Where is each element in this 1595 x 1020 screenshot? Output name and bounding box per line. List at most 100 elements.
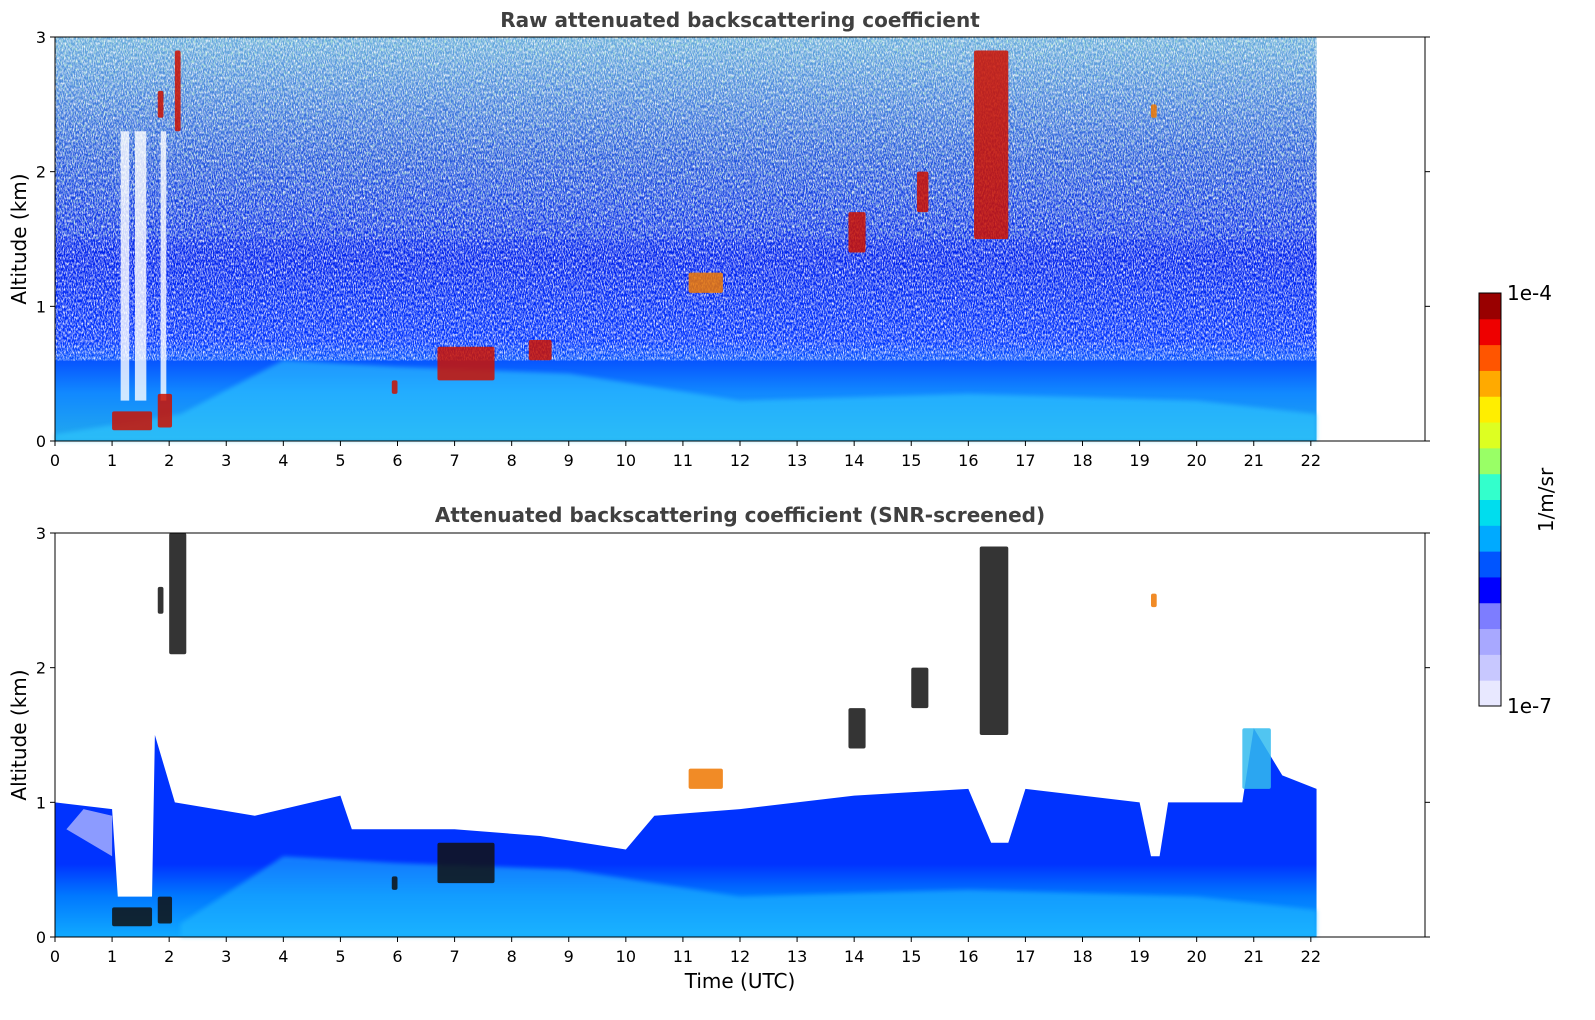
x-tick-label: 9	[564, 451, 574, 470]
x-tick-label: 13	[787, 451, 807, 470]
colorbar-step	[1479, 293, 1501, 320]
colorbar-step	[1479, 370, 1501, 397]
x-tick-label: 21	[1244, 451, 1264, 470]
raw-y-axis-label: Altitude (km)	[7, 173, 31, 304]
x-tick-label: 22	[1301, 451, 1321, 470]
x-tick-label: 14	[844, 947, 864, 966]
x-tick-label: 22	[1301, 947, 1321, 966]
raw-panel-title: Raw attenuated backscattering coefficien…	[500, 8, 980, 32]
x-tick-label: 18	[1072, 451, 1092, 470]
feature-mark	[848, 212, 866, 253]
colorbar-step	[1479, 318, 1501, 346]
y-tick-label: 0	[36, 432, 46, 451]
x-tick-label: 1	[107, 451, 117, 470]
x-tick-label: 13	[787, 947, 807, 966]
raw-boundary-layer	[55, 360, 1317, 441]
colorbar-step	[1479, 525, 1501, 552]
x-tick-label: 10	[616, 947, 636, 966]
feature-mark	[688, 768, 723, 789]
raw-clear-column	[134, 131, 147, 401]
x-tick-label: 4	[278, 451, 288, 470]
feature-mark	[391, 380, 398, 394]
screened-y-ticks: 0 1 2 3	[36, 524, 1430, 947]
x-tick-label: 17	[1015, 947, 1035, 966]
colorbar-step	[1479, 576, 1501, 604]
colorbar-step	[1479, 628, 1501, 655]
feature-mark	[911, 667, 929, 709]
colorbar-units-label: 1/m/sr	[1534, 467, 1558, 532]
y-tick-label: 1	[36, 297, 46, 316]
x-tick-label: 5	[335, 451, 345, 470]
raw-panel: Raw attenuated backscattering coefficien…	[7, 8, 1430, 470]
colorbar-step	[1479, 447, 1501, 475]
colorbar-step	[1479, 602, 1501, 630]
x-tick-label: 7	[449, 451, 459, 470]
x-tick-label: 17	[1015, 451, 1035, 470]
feature-mark	[157, 896, 173, 924]
x-tick-label: 8	[507, 947, 517, 966]
feature-mark	[169, 533, 187, 655]
x-tick-label: 2	[164, 947, 174, 966]
x-tick-label: 12	[730, 451, 750, 470]
screened-y-axis-label: Altitude (km)	[7, 669, 31, 800]
colorbar-frame	[1478, 292, 1502, 707]
feature-mark	[391, 876, 398, 890]
colorbar-step	[1479, 654, 1501, 681]
raw-heatmap	[55, 37, 1317, 441]
x-tick-label: 0	[50, 947, 60, 966]
feature-mark	[1242, 728, 1271, 789]
x-tick-label: 18	[1072, 947, 1092, 966]
feature-mark	[528, 340, 552, 361]
feature-mark	[848, 708, 866, 749]
x-tick-label: 0	[50, 451, 60, 470]
x-tick-label: 16	[958, 451, 978, 470]
x-tick-label: 4	[278, 947, 288, 966]
x-tick-label: 3	[221, 947, 231, 966]
raw-clear-column	[160, 131, 167, 401]
x-tick-label: 5	[335, 947, 345, 966]
feature-mark	[112, 411, 153, 431]
feature-mark	[112, 907, 153, 927]
colorbar-step	[1479, 473, 1501, 500]
x-tick-label: 21	[1244, 947, 1264, 966]
feature-mark	[437, 842, 495, 884]
x-tick-label: 11	[673, 947, 693, 966]
feature-mark	[916, 171, 929, 213]
x-tick-label: 6	[392, 451, 402, 470]
colorbar-min-label: 1e-7	[1507, 694, 1552, 718]
x-tick-label: 19	[1129, 947, 1149, 966]
feature-mark	[174, 50, 181, 132]
x-tick-label: 20	[1186, 947, 1206, 966]
x-tick-label: 7	[449, 947, 459, 966]
x-tick-label: 10	[616, 451, 636, 470]
x-tick-label: 12	[730, 947, 750, 966]
raw-clear-column	[120, 131, 130, 401]
colorbar-steps	[1479, 293, 1501, 707]
colorbar: 1e-4 1e-7 1/m/sr	[1478, 281, 1558, 718]
colorbar-step	[1479, 499, 1501, 526]
screened-heatmap	[55, 533, 1317, 937]
colorbar-step	[1479, 422, 1501, 449]
feature-mark	[157, 586, 164, 614]
x-tick-label: 20	[1186, 451, 1206, 470]
x-tick-label: 9	[564, 947, 574, 966]
x-tick-label: 16	[958, 947, 978, 966]
y-tick-label: 2	[36, 659, 46, 678]
feature-mark	[157, 393, 173, 428]
y-tick-label: 0	[36, 928, 46, 947]
x-tick-label: 2	[164, 451, 174, 470]
x-tick-label: 1	[107, 947, 117, 966]
raw-y-ticks: 0 1 2 3	[36, 28, 1430, 451]
feature-mark	[688, 272, 723, 293]
screened-x-ticks: 0 1 2 3 4 5 6 7 8 9 10 11 12 13 14 15 16 17 18 19 20 21 22	[50, 937, 1321, 966]
colorbar-step	[1479, 344, 1501, 371]
y-tick-label: 2	[36, 163, 46, 182]
colorbar-step	[1479, 396, 1501, 423]
y-tick-label: 3	[36, 28, 46, 47]
x-tick-label: 15	[901, 451, 921, 470]
x-tick-label: 15	[901, 947, 921, 966]
x-tick-label: 11	[673, 451, 693, 470]
raw-x-ticks: 0 1 2 3 4 5 6 7 8 9 10 11 12 13 14 15 16 17 18 19 20 21 22	[50, 441, 1321, 470]
colorbar-max-label: 1e-4	[1507, 281, 1552, 305]
